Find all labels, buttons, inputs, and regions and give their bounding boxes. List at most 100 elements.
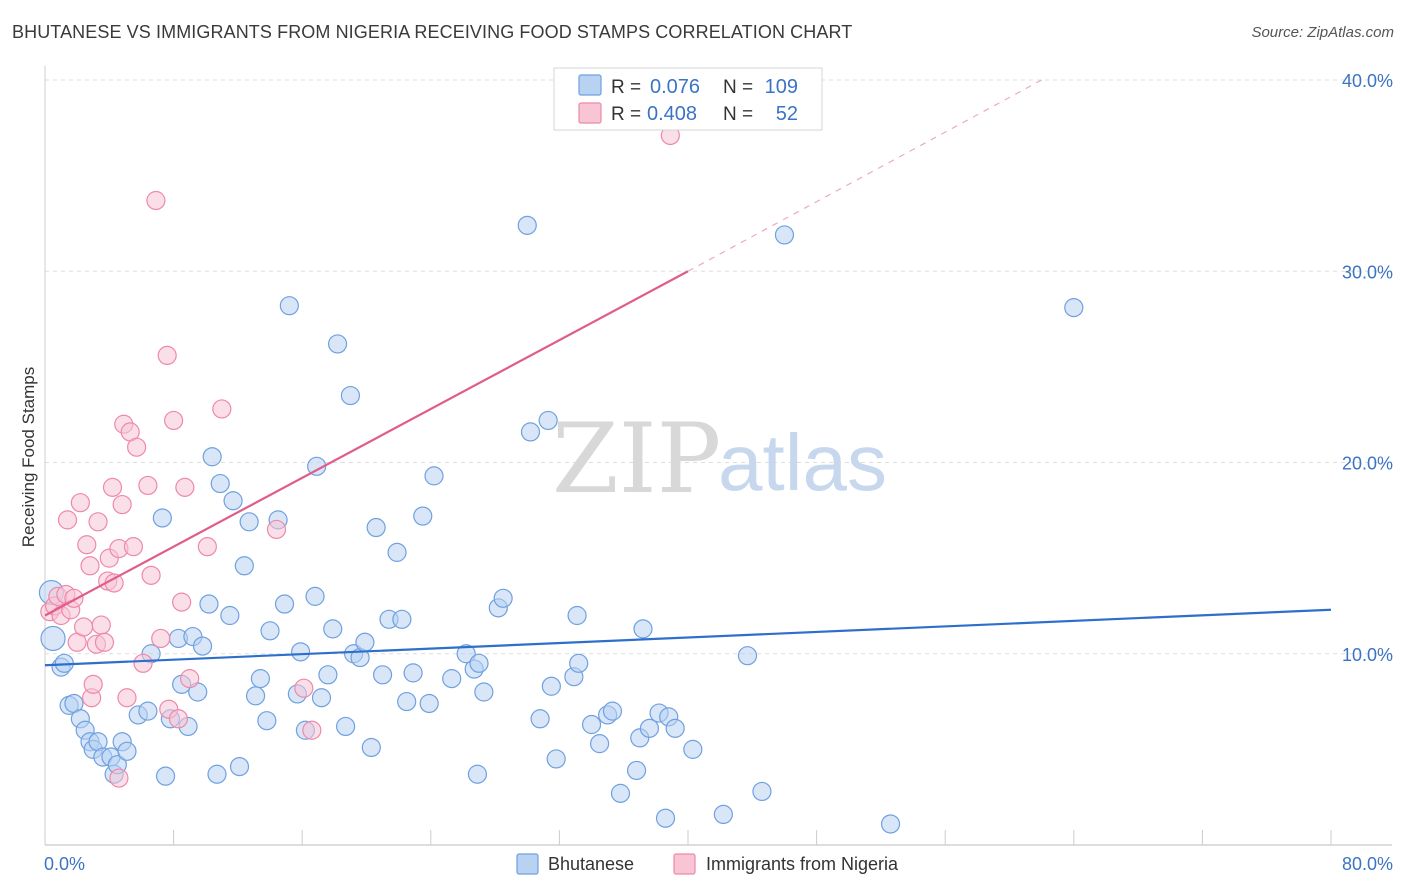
- nigeria-point: [157, 345, 177, 365]
- bottom-legend-swatch-bhutanese: [516, 853, 539, 875]
- watermark-atlas: atlas: [718, 418, 887, 507]
- bhutanese-point: [155, 766, 176, 786]
- bhutanese-point: [610, 783, 631, 803]
- bhutanese-point: [355, 632, 375, 652]
- bhutanese-point: [639, 718, 660, 738]
- bhutanese-point: [192, 636, 213, 656]
- bhutanese-point: [223, 491, 243, 511]
- bhutanese-point: [589, 734, 610, 754]
- bhutanese-point: [880, 814, 901, 834]
- bhutanese-point: [250, 669, 271, 689]
- bhutanese-point: [626, 760, 647, 781]
- bottom-legend-swatch-nigeria: [673, 853, 696, 875]
- nigeria-point: [197, 537, 217, 557]
- bhutanese-point: [569, 653, 589, 673]
- nigeria-point: [88, 512, 108, 532]
- bhutanese-point: [581, 714, 602, 735]
- legend: R = 0.076 N = 109 R = 0.408 N = 52: [553, 67, 823, 131]
- nigeria-point: [117, 688, 137, 708]
- bhutanese-point: [311, 688, 332, 708]
- bhutanese-point: [274, 594, 295, 614]
- bhutanese-point: [517, 215, 537, 235]
- bhutanese-point: [152, 508, 172, 528]
- y-axis-label: Receiving Food Stamps: [19, 367, 38, 547]
- nigeria-point: [91, 615, 111, 635]
- bhutanese-point: [207, 764, 227, 784]
- bhutanese-trend-line: [44, 608, 1332, 667]
- legend-r-value-bhutanese: 0.076: [650, 76, 700, 98]
- nigeria-point: [94, 632, 115, 652]
- bhutanese-point: [138, 701, 158, 721]
- nigeria-point: [151, 628, 171, 649]
- bhutanese-point: [340, 385, 361, 406]
- legend-n-label-nigeria: N =: [723, 104, 753, 125]
- bhutanese-point: [392, 609, 412, 629]
- nigeria-point: [80, 556, 100, 576]
- bhutanese-point: [40, 625, 66, 652]
- bhutanese-point: [413, 506, 433, 526]
- bhutanese-point: [541, 676, 561, 696]
- nigeria-point: [168, 709, 189, 729]
- nigeria-point: [294, 678, 314, 698]
- bhutanese-point: [260, 621, 280, 641]
- bhutanese-point: [199, 594, 219, 614]
- nigeria-point: [83, 674, 103, 694]
- bhutanese-point: [234, 556, 254, 576]
- nigeria-point: [102, 477, 123, 497]
- bhutanese-point: [538, 410, 558, 431]
- bhutanese-point: [361, 737, 381, 758]
- bhutanese-point: [520, 422, 541, 442]
- nigeria-point: [70, 493, 90, 513]
- nigeria-point: [138, 475, 158, 496]
- watermark-zip: ZIP: [552, 403, 721, 515]
- bhutanese-point: [442, 669, 462, 689]
- chart-title: BHUTANESE VS IMMIGRANTS FROM NIGERIA REC…: [12, 22, 853, 42]
- bhutanese-point: [245, 686, 266, 706]
- bhutanese-point: [456, 644, 476, 664]
- bottom-legend: Bhutanese Immigrants from Nigeria: [516, 853, 899, 875]
- nigeria-point: [266, 519, 287, 540]
- legend-n-label-bhutanese: N =: [723, 77, 753, 98]
- bhutanese-point: [279, 296, 299, 316]
- nigeria-point: [73, 617, 94, 637]
- bhutanese-point: [257, 711, 277, 731]
- legend-r-value-nigeria: 0.408: [647, 103, 697, 125]
- bhutanese-point: [469, 653, 489, 673]
- nigeria-point: [146, 190, 166, 211]
- bhutanese-point: [567, 605, 587, 626]
- bhutanese-point: [210, 473, 230, 494]
- source-label: Source: ZipAtlas.com: [1251, 24, 1394, 41]
- bhutanese-point: [372, 665, 393, 685]
- bhutanese-point: [403, 663, 423, 683]
- bhutanese-point: [387, 542, 407, 562]
- trend-lines: [44, 79, 1332, 667]
- bhutanese-point: [1064, 297, 1084, 318]
- nigeria-point: [175, 477, 195, 497]
- bhutanese-point: [737, 646, 758, 666]
- bhutanese-point: [467, 764, 488, 784]
- bhutanese-point: [305, 586, 325, 606]
- nigeria-point: [212, 399, 232, 419]
- nigeria-point: [57, 510, 78, 530]
- legend-r-label-bhutanese: R =: [611, 77, 641, 98]
- nigeria-point: [112, 494, 132, 515]
- bhutanese-point: [327, 334, 348, 354]
- watermark: ZIP atlas: [552, 403, 887, 515]
- nigeria-point: [180, 669, 200, 689]
- x-tick-label-max: 80.0%: [1342, 854, 1393, 874]
- nigeria-point: [302, 720, 322, 740]
- bhutanese-point: [602, 701, 623, 721]
- y-tick-label: 40.0%: [1342, 71, 1393, 91]
- bhutanese-point: [366, 517, 386, 538]
- tick-labels: 10.0% 20.0% 30.0% 40.0% 0.0% 80.0%: [44, 71, 1393, 874]
- grid: [45, 79, 1392, 655]
- nigeria-point: [133, 653, 153, 673]
- bhutanese-point: [546, 749, 566, 769]
- bhutanese-point: [397, 691, 417, 712]
- bhutanese-point: [474, 682, 494, 702]
- legend-n-value-nigeria: 52: [776, 103, 798, 125]
- bhutanese-point: [202, 447, 222, 467]
- legend-r-label-nigeria: R =: [611, 104, 641, 125]
- bottom-legend-label-bhutanese: Bhutanese: [548, 854, 634, 874]
